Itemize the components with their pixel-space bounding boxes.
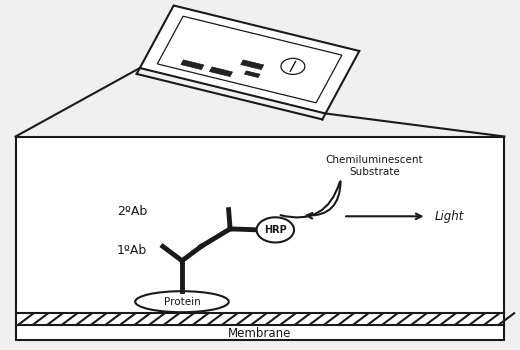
Bar: [16, 136, 504, 340]
Polygon shape: [244, 71, 260, 77]
Text: Light: Light: [434, 210, 463, 223]
Polygon shape: [158, 16, 342, 103]
Ellipse shape: [135, 291, 229, 312]
Polygon shape: [181, 60, 204, 70]
Text: 2ºAb: 2ºAb: [117, 205, 147, 218]
Circle shape: [281, 58, 305, 75]
Polygon shape: [241, 60, 264, 70]
Text: 1ºAb: 1ºAb: [117, 244, 147, 257]
Text: Chemiluminescent
Substrate: Chemiluminescent Substrate: [326, 155, 423, 177]
Circle shape: [256, 217, 294, 243]
Polygon shape: [210, 67, 232, 77]
Text: Protein: Protein: [164, 297, 200, 307]
Text: Membrane: Membrane: [228, 327, 292, 340]
Polygon shape: [140, 6, 359, 113]
Text: HRP: HRP: [264, 225, 287, 235]
